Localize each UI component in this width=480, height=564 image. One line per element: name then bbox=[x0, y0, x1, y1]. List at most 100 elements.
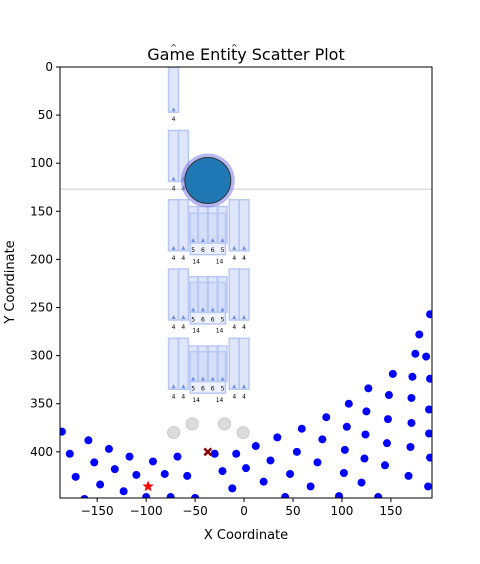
scatter-point-42 bbox=[357, 478, 366, 487]
scatter-point-9 bbox=[119, 487, 128, 496]
building-column-14-label: 4 bbox=[242, 393, 246, 400]
building-column-10 bbox=[238, 199, 250, 252]
scatter-point-23 bbox=[232, 449, 241, 458]
y-tick-label-7: 350 bbox=[30, 397, 53, 411]
building-column-11-arrow bbox=[232, 315, 237, 320]
scatter-point-34 bbox=[313, 458, 322, 467]
scatter-point-25 bbox=[251, 442, 260, 451]
inner-column-3 bbox=[217, 205, 228, 244]
scatter-point-50 bbox=[383, 415, 392, 424]
inner-column-1 bbox=[197, 205, 209, 244]
inner-column-9-label: 6 bbox=[201, 386, 205, 393]
scatter-point-40 bbox=[342, 422, 351, 431]
ghost-marker-1 bbox=[185, 417, 199, 431]
x-tick-label-2: −50 bbox=[182, 504, 207, 518]
scatter-point-54 bbox=[406, 443, 415, 452]
scatter-point-21 bbox=[218, 467, 227, 476]
building-column-1 bbox=[167, 129, 180, 183]
y-tick-label-1: 50 bbox=[38, 108, 53, 122]
chart-title: Game Entity Scatter Plot bbox=[147, 45, 344, 64]
inner-column-4-arrow bbox=[191, 307, 196, 312]
plot-frame bbox=[59, 66, 433, 499]
scatter-point-26 bbox=[259, 477, 268, 486]
building-column-0-label: 4 bbox=[172, 116, 176, 123]
top-mark-1: ^ bbox=[231, 43, 238, 52]
inner-column-4-label: 5 bbox=[191, 316, 195, 323]
building-column-8-arrow bbox=[181, 384, 186, 389]
axes: ^ ^ −150 −100 −50 0 50 100 150 0 50 100 150 200 250 300… bbox=[30, 43, 433, 518]
row-group-0-right-label: 14 bbox=[216, 258, 224, 265]
y-tick-label-6: 300 bbox=[30, 349, 53, 363]
inner-column-11-arrow bbox=[220, 376, 225, 381]
building-column-0 bbox=[167, 67, 180, 113]
building-column-14-arrow bbox=[242, 384, 247, 389]
scatter-point-44 bbox=[361, 430, 370, 439]
scatter-point-37 bbox=[335, 492, 343, 498]
x-tick-label-0: −150 bbox=[81, 504, 114, 518]
scatter-point-2 bbox=[71, 472, 80, 481]
plot-area: 444444444444444141414141414566556655665 bbox=[60, 67, 432, 498]
inner-column-9 bbox=[197, 345, 209, 383]
ghost-marker-0 bbox=[167, 426, 181, 440]
inner-column-8-label: 5 bbox=[191, 386, 195, 393]
building-column-6 bbox=[177, 268, 190, 321]
scatter-point-65 bbox=[415, 330, 424, 339]
scatter-point-6 bbox=[96, 480, 105, 489]
inner-column-4 bbox=[187, 275, 199, 314]
y-tick-label-2: 100 bbox=[30, 156, 53, 170]
scatter-point-20 bbox=[210, 449, 219, 458]
scatter-point-32 bbox=[297, 424, 306, 433]
inner-column-7-label: 5 bbox=[221, 316, 225, 323]
row-group-2-right-label: 14 bbox=[216, 397, 224, 404]
building-column-3-label: 4 bbox=[172, 255, 176, 262]
y-tick-label-5: 250 bbox=[30, 301, 53, 315]
row-group-1-right-label: 14 bbox=[216, 328, 224, 335]
scatter-point-36 bbox=[322, 413, 331, 422]
scatter-point-14 bbox=[149, 457, 157, 466]
building-column-3 bbox=[167, 199, 180, 252]
scatter-point-63 bbox=[426, 374, 432, 383]
inner-column-0-arrow bbox=[191, 238, 196, 243]
scatter-point-53 bbox=[404, 471, 413, 480]
x-axis-label: X Coordinate bbox=[204, 528, 288, 543]
y-tick-label-4: 200 bbox=[30, 252, 53, 266]
building-column-7-label: 4 bbox=[172, 393, 176, 400]
building-column-6-label: 4 bbox=[181, 324, 185, 331]
row-group-2-left-label: 14 bbox=[192, 397, 200, 404]
scatter-point-18 bbox=[183, 471, 192, 480]
inner-column-6-arrow bbox=[210, 307, 215, 312]
building-column-14 bbox=[238, 337, 250, 391]
scatter-point-8 bbox=[110, 465, 119, 474]
scatter-point-56 bbox=[407, 393, 416, 402]
scatter-point-15 bbox=[160, 469, 169, 478]
scatter-point-11 bbox=[132, 470, 141, 479]
building-column-4-label: 4 bbox=[181, 255, 185, 262]
target-star-marker bbox=[142, 480, 154, 492]
building-column-11-label: 4 bbox=[232, 324, 236, 331]
building-column-9 bbox=[228, 199, 241, 252]
scatter-point-5 bbox=[90, 458, 99, 467]
y-tick-label-3: 150 bbox=[30, 204, 53, 218]
inner-column-11 bbox=[217, 345, 228, 383]
scatter-point-49 bbox=[382, 439, 391, 448]
scatter-point-62 bbox=[425, 405, 432, 414]
scatter-point-28 bbox=[273, 433, 282, 442]
x-tick-label-6: 150 bbox=[379, 504, 402, 518]
scatter-point-1 bbox=[65, 449, 74, 458]
scatter-point-0 bbox=[60, 427, 66, 436]
inner-column-6-label: 6 bbox=[211, 316, 215, 323]
building-column-6-arrow bbox=[181, 315, 186, 320]
row-group-1-left-label: 14 bbox=[192, 328, 200, 335]
scatter-point-12 bbox=[142, 493, 151, 498]
scatter-point-57 bbox=[408, 372, 417, 381]
scatter-point-22 bbox=[228, 484, 237, 493]
building-column-1-arrow bbox=[171, 176, 176, 181]
inner-column-5-arrow bbox=[200, 307, 205, 312]
scatter-point-3 bbox=[80, 494, 89, 498]
inner-column-0 bbox=[187, 205, 199, 244]
inner-column-5-label: 6 bbox=[201, 316, 205, 323]
y-axis-label: Y Coordinate bbox=[3, 240, 18, 324]
row-group-0-left-label: 14 bbox=[192, 258, 200, 265]
inner-column-1-arrow bbox=[200, 238, 205, 243]
